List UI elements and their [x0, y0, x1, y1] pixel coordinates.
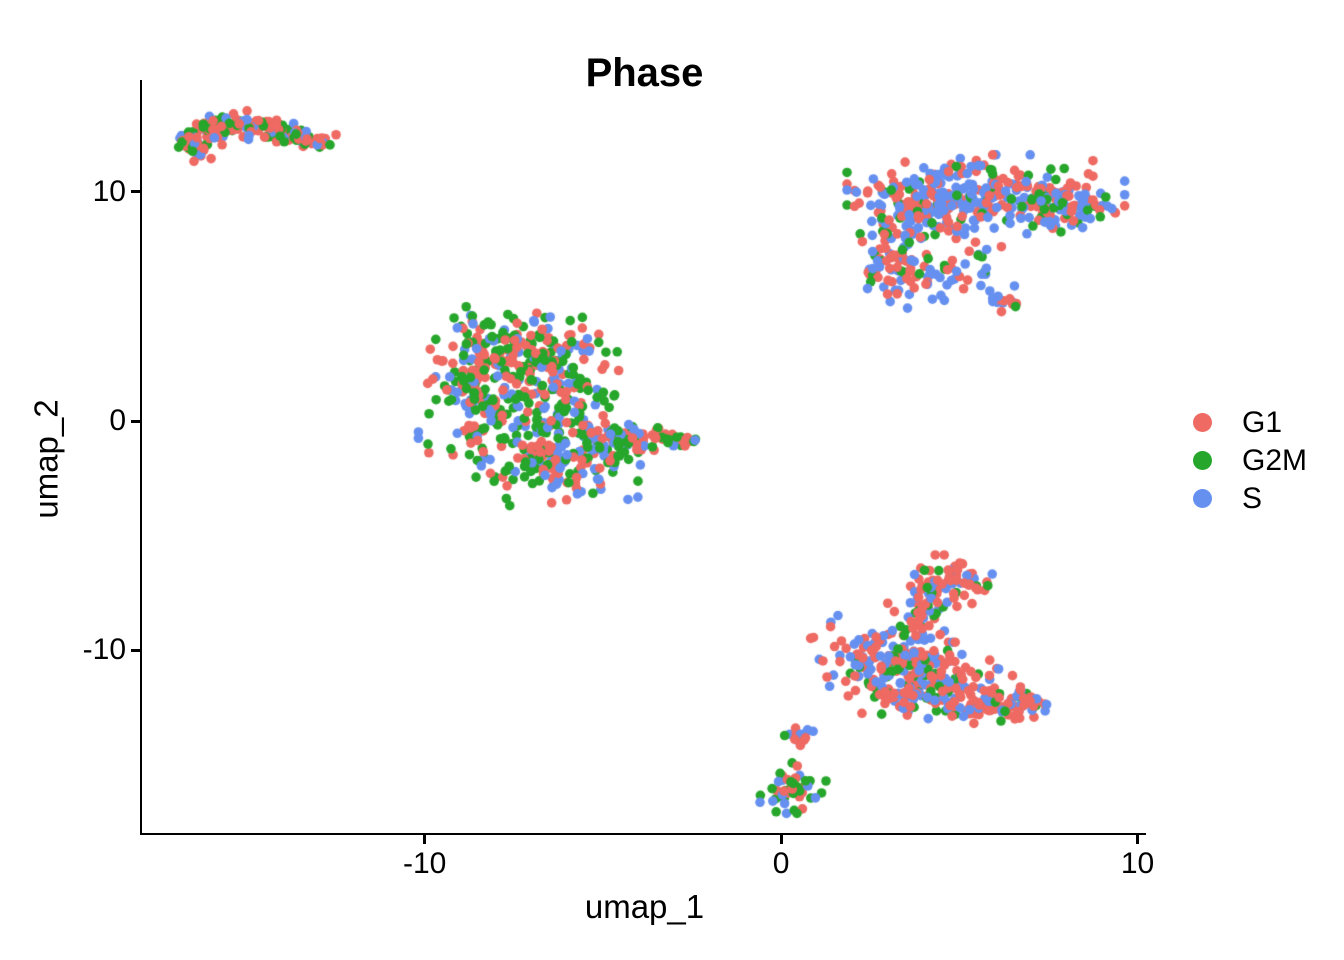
legend: G1 G2M S: [1193, 405, 1308, 515]
y-tick-mark: [131, 419, 140, 423]
x-tick-mark: [423, 835, 427, 844]
g2m-color-dot-icon: [1193, 451, 1212, 470]
y-axis-title: umap_2: [27, 399, 65, 519]
x-axis-title: umap_1: [584, 888, 705, 925]
legend-label-s: S: [1242, 481, 1263, 515]
legend-label-g2m: G2M: [1242, 443, 1308, 477]
y-tick-label: 10: [92, 174, 126, 208]
x-axis-line: [140, 833, 1146, 835]
y-tick-mark: [131, 190, 140, 194]
y-tick-mark: [131, 648, 140, 652]
x-tick-mark: [779, 835, 783, 844]
y-tick-label: -10: [82, 633, 126, 667]
x-tick-mark: [1136, 835, 1139, 844]
legend-entry-g1: G1: [1193, 405, 1307, 439]
legend-entry-g2m: G2M: [1193, 443, 1308, 477]
x-tick-label: 10: [1120, 847, 1155, 880]
x-tick-label: 0: [772, 847, 790, 880]
legend-label-g1: G1: [1242, 405, 1283, 439]
x-tick-label: -10: [402, 847, 447, 880]
g1-color-dot-icon: [1193, 413, 1212, 432]
y-tick-label: 0: [109, 404, 126, 437]
y-axis-line: [140, 80, 142, 835]
legend-entry-s: S: [1193, 481, 1307, 515]
s-color-dot-icon: [1193, 489, 1212, 508]
